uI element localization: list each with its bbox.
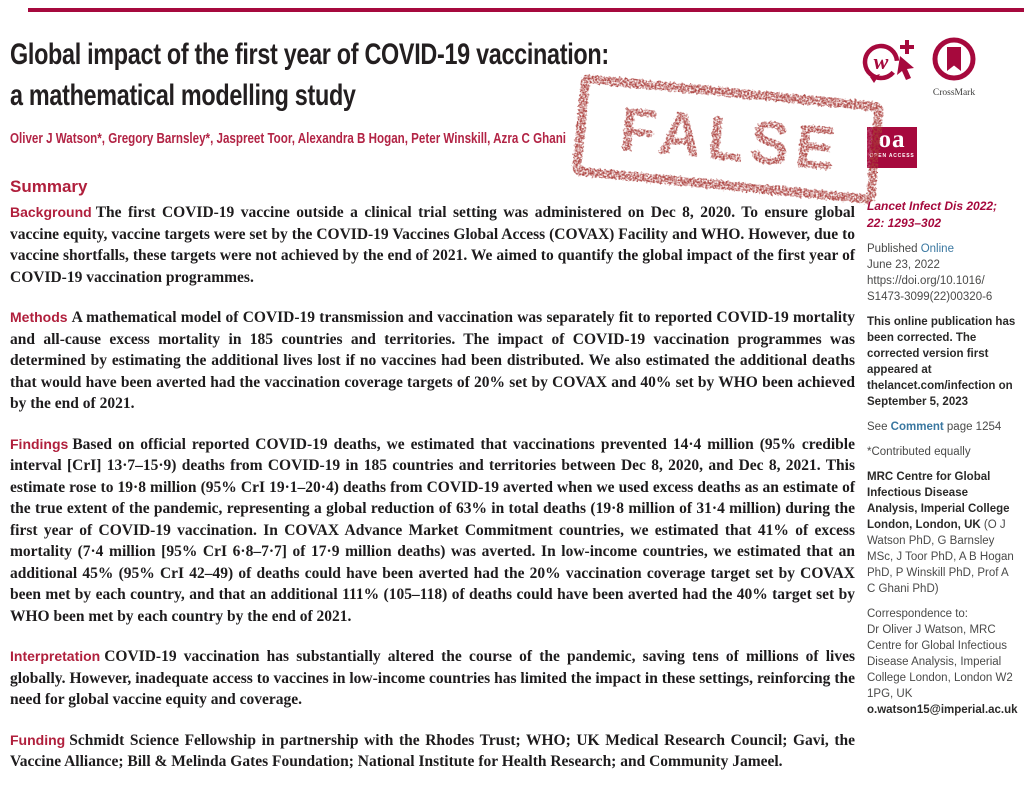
findings-text: Based on official reported COVID-19 deat… xyxy=(10,435,855,625)
background-label: Background xyxy=(10,204,92,220)
correspondence-address: Dr Oliver J Watson, MRC Centre for Globa… xyxy=(867,624,1013,700)
contributed-equally-note: *Contributed equally xyxy=(867,446,971,458)
funding-text: Schmidt Science Fellowship in partnershi… xyxy=(10,731,855,771)
see-prefix: See xyxy=(867,421,891,433)
comment-link[interactable]: Comment xyxy=(890,421,944,433)
see-comment-block: See Comment page 1254 xyxy=(867,419,1017,435)
top-divider-rule xyxy=(28,8,1024,12)
affiliation-block: MRC Centre for Global Infectious Disease… xyxy=(867,469,1017,597)
correspondence-label: Correspondence to: xyxy=(867,608,969,620)
doi-line-1[interactable]: https://doi.org/10.1016/ xyxy=(867,275,985,287)
summary-column: Summary Background The first COVID-19 vac… xyxy=(10,177,855,792)
affiliation-authors: (O J Watson PhD, G Barnsley MSc, J Toor … xyxy=(867,519,1014,595)
correction-note: This online publication has been correct… xyxy=(867,316,1016,408)
crossmark-icon xyxy=(932,37,976,81)
background-paragraph: Background The first COVID-19 vaccine out… xyxy=(10,202,855,288)
crossmark-badge[interactable]: CrossMark xyxy=(924,36,984,98)
published-prefix: Published xyxy=(867,243,921,255)
title-line-2: a mathematical modelling study xyxy=(10,79,356,112)
doi-line-2[interactable]: S1473-3099(22)00320-6 xyxy=(867,291,993,303)
published-date: June 23, 2022 xyxy=(867,259,940,271)
journal-citation: Lancet Infect Dis 2022; 22: 1293–302 xyxy=(867,198,1017,232)
correspondence-block: Correspondence to: Dr Oliver J Watson, M… xyxy=(867,606,1018,718)
svg-text:w: w xyxy=(874,49,889,74)
published-block: Published Online June 23, 2022 https://d… xyxy=(867,241,1017,305)
citation-line-2: 22: 1293–302 xyxy=(867,216,942,230)
findings-paragraph: Findings Based on official reported COVID… xyxy=(10,434,855,628)
background-text: The first COVID-19 vaccine outside a cli… xyxy=(10,204,855,286)
open-access-oa-text: oa xyxy=(878,126,906,153)
interpretation-label: Interpretation xyxy=(10,648,101,664)
crossmark-label: CrossMark xyxy=(932,88,976,98)
see-suffix: page 1254 xyxy=(943,421,1002,433)
methods-text: A mathematical model of COVID-19 transmi… xyxy=(10,309,855,412)
open-access-label: OPEN ACCESS xyxy=(869,153,915,159)
findings-label: Findings xyxy=(10,435,69,452)
correspondence-email[interactable]: o.watson15@imperial.ac.uk xyxy=(867,704,1018,716)
funding-paragraph: Funding Schmidt Science Fellowship in par… xyxy=(10,730,855,773)
title-line-1: Global impact of the first year of COVID… xyxy=(10,38,609,71)
methods-label: Methods xyxy=(10,309,68,325)
funding-label: Funding xyxy=(10,731,66,748)
interpretation-paragraph: Interpretation COVID-19 vaccination has s… xyxy=(10,646,855,711)
summary-heading: Summary xyxy=(10,177,88,196)
affiliation-institution: MRC Centre for Global Infectious Disease… xyxy=(867,471,1010,531)
sidebar: Lancet Infect Dis 2022; 22: 1293–302 Pub… xyxy=(867,198,1018,727)
authors-line: Oliver J Watson*, Gregory Barnsley*, Jas… xyxy=(10,131,567,147)
interpretation-text: COVID-19 vaccination has substantially a… xyxy=(10,648,855,708)
w-cursor-icon: w xyxy=(860,34,926,97)
published-online-link[interactable]: Online xyxy=(920,243,954,255)
page-title: Global impact of the first year of COVID… xyxy=(10,34,609,116)
false-stamp-label: FALSE xyxy=(617,94,845,184)
citation-line-1: Lancet Infect Dis 2022; xyxy=(867,199,998,213)
methods-paragraph: Methods A mathematical model of COVID-19 … xyxy=(10,307,855,415)
